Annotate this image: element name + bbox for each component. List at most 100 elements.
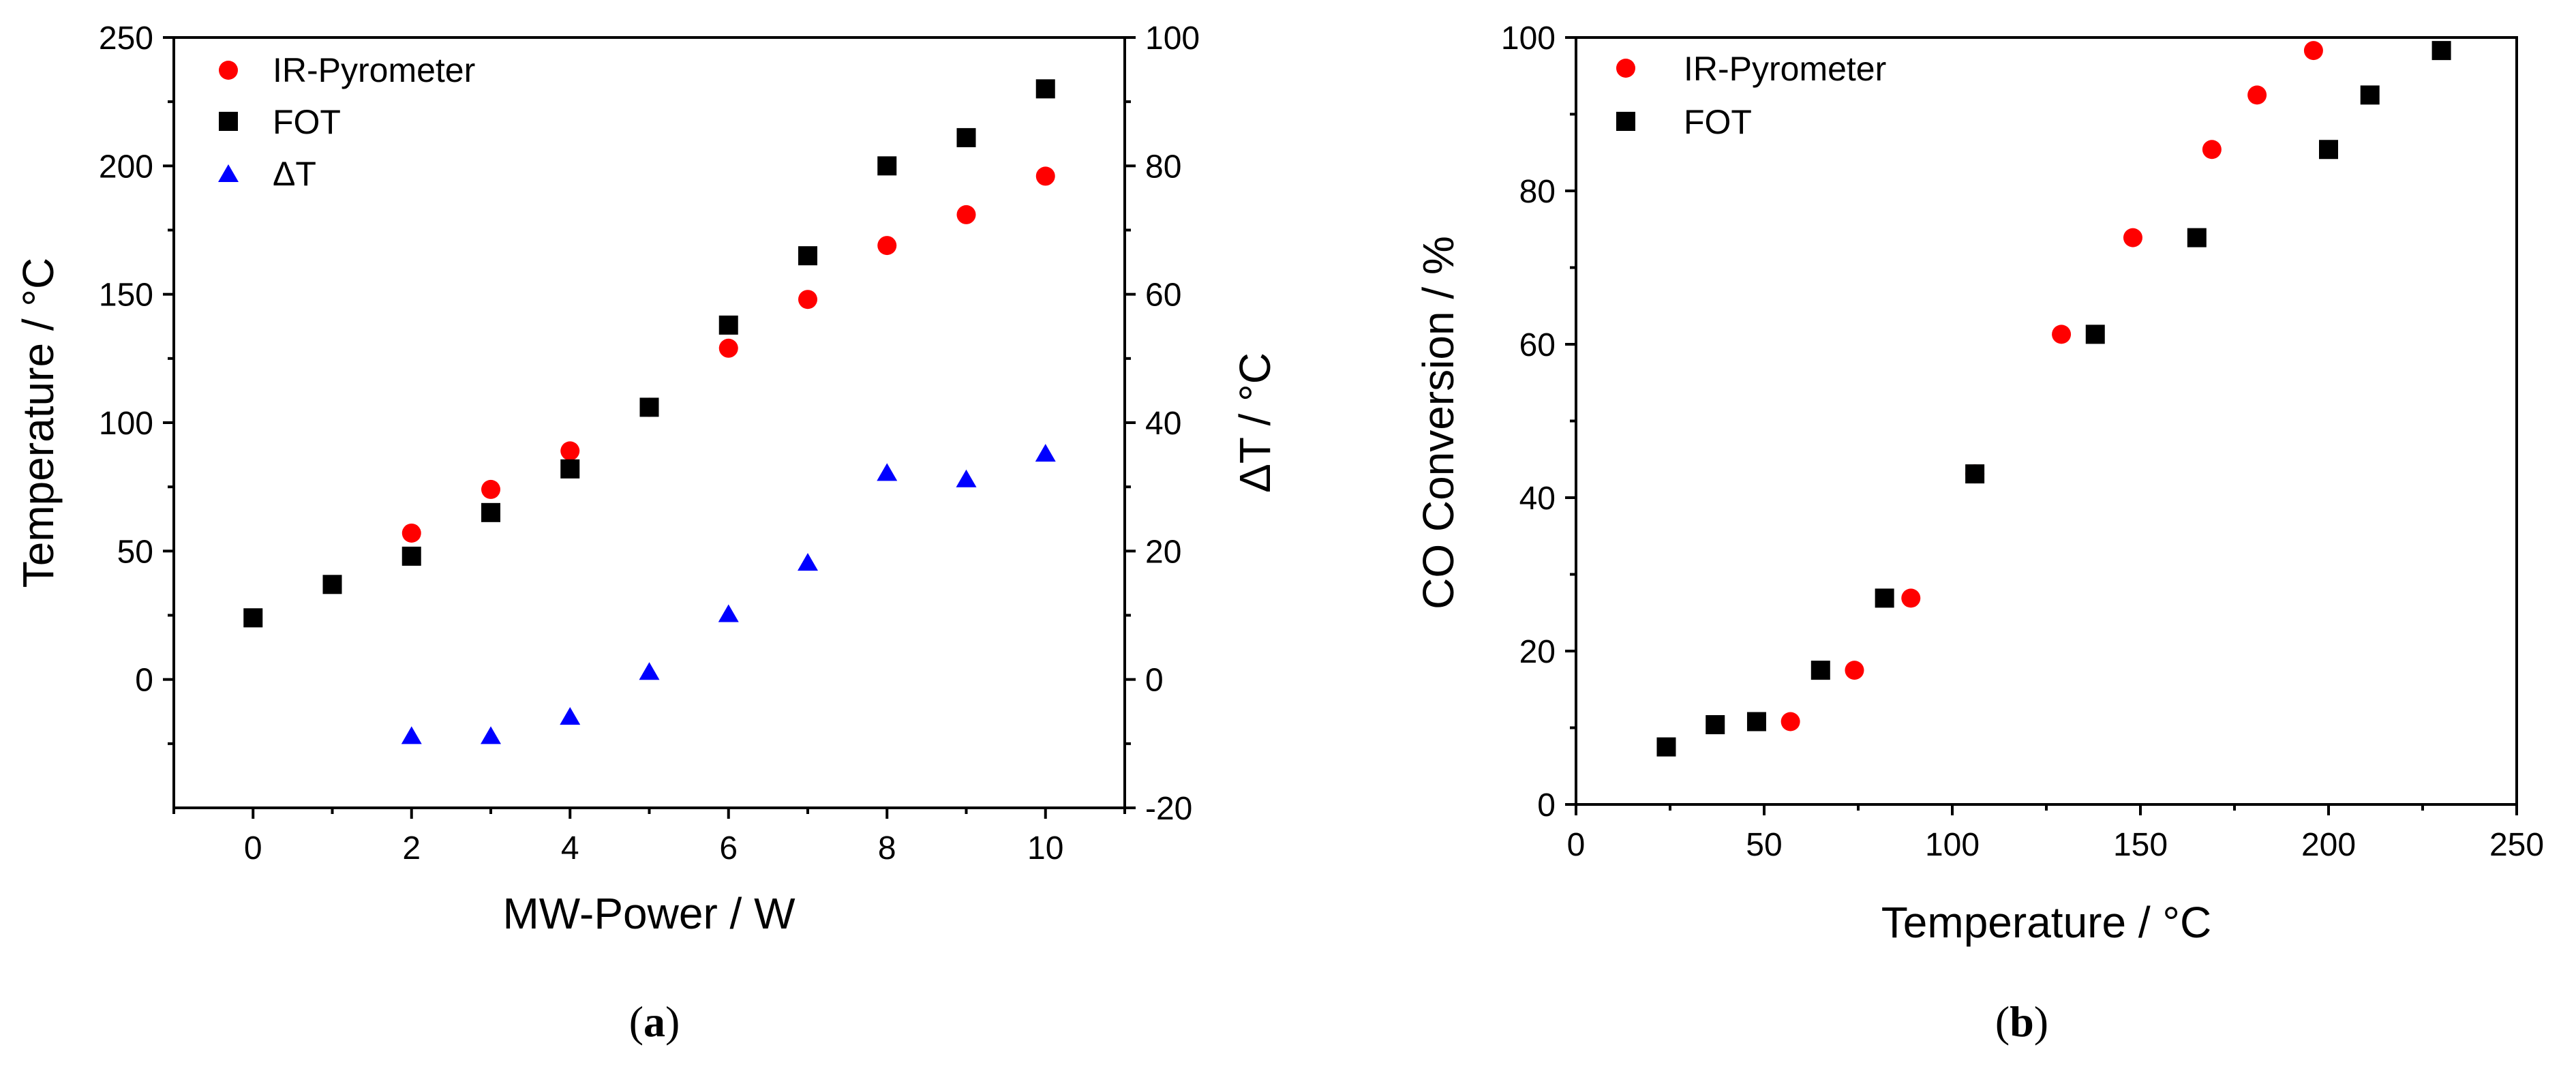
panel-a-left-axis: 0 50 100 150 200 250 [99, 20, 174, 745]
data-point [2123, 228, 2142, 247]
data-point [956, 127, 976, 147]
y-tick-label: 0 [135, 663, 153, 699]
y2-tick-label: 100 [1145, 20, 1200, 57]
y2-tick-label: 20 [1145, 534, 1181, 570]
data-point [798, 246, 817, 266]
x-tick-label: 150 [2113, 827, 2168, 863]
data-point [956, 469, 977, 487]
panel-a-y2-axis-title: ΔT / °C [1230, 352, 1279, 493]
data-point [2247, 85, 2267, 105]
panel-a-right-axis: -20 0 20 40 60 80 100 [1125, 20, 1200, 827]
data-point [1706, 715, 1725, 734]
x-tick-label: 50 [1746, 827, 1782, 863]
y2-tick-label: 60 [1145, 277, 1181, 314]
y-tick-label: 80 [1519, 174, 1556, 210]
data-point [2431, 41, 2451, 61]
data-point [1810, 661, 1830, 680]
data-point [560, 441, 580, 461]
panel-b-y-axis-title: CO Conversion / % [1414, 236, 1463, 609]
panel-b-caption: (b) [1995, 997, 2048, 1046]
y-tick-label: 100 [1501, 20, 1556, 57]
data-point [481, 502, 500, 522]
data-point [2202, 140, 2222, 160]
data-point [2360, 85, 2380, 105]
panel-b-caption-close: ) [2034, 997, 2048, 1046]
x-tick-label: 2 [402, 830, 421, 866]
x-tick-label: 6 [719, 830, 738, 866]
panel-b-plot-frame [1575, 36, 2518, 806]
data-point [798, 553, 818, 571]
data-point [401, 546, 421, 566]
y-tick-label: 0 [1537, 787, 1556, 824]
data-point [560, 707, 581, 725]
legend-ir-marker [1616, 59, 1635, 78]
data-point [1875, 588, 1894, 608]
data-point [2052, 325, 2072, 344]
y-tick-label: 60 [1519, 327, 1556, 363]
y2-tick-label: -20 [1145, 791, 1192, 827]
panel-a-legend: IR-Pyrometer FOT ΔT [218, 51, 475, 193]
data-point [401, 523, 421, 543]
legend-fot-label: FOT [1684, 103, 1752, 141]
x-tick-label: 4 [561, 830, 579, 866]
data-point [2187, 228, 2207, 247]
panel-b-caption-open: ( [1995, 997, 2010, 1046]
panel-a-caption-close: ) [665, 997, 680, 1046]
data-point [1035, 79, 1055, 99]
data-point [718, 338, 738, 358]
panel-a-data-points [243, 79, 1056, 744]
data-point [956, 205, 976, 224]
x-tick-label: 200 [2301, 827, 2356, 863]
legend-fot-label: FOT [273, 103, 341, 141]
y-tick-label: 20 [1519, 634, 1556, 670]
data-point [1781, 712, 1800, 731]
data-point [798, 290, 817, 310]
data-point [243, 608, 263, 628]
data-point [322, 575, 342, 594]
y2-tick-label: 40 [1145, 406, 1181, 442]
panel-b-legend: IR-Pyrometer FOT [1616, 50, 1886, 141]
data-point [877, 236, 897, 256]
legend-dt-label: ΔT [273, 155, 316, 193]
data-point [1035, 444, 1056, 462]
y-tick-label: 100 [99, 406, 153, 442]
data-point [560, 459, 580, 479]
data-point [639, 662, 660, 680]
y-tick-label: 250 [99, 20, 153, 57]
x-tick-label: 250 [2489, 827, 2544, 863]
data-point [401, 726, 422, 744]
panel-a-caption-letter: a [643, 997, 665, 1046]
data-point [1845, 661, 1864, 680]
data-point [1965, 464, 1985, 484]
y-tick-label: 200 [99, 149, 153, 185]
panel-a-x-axis-title: MW-Power / W [502, 889, 795, 938]
data-point [1901, 588, 1921, 608]
x-tick-label: 100 [1925, 827, 1980, 863]
legend-ir-label: IR-Pyrometer [1684, 50, 1886, 88]
panel-b-data-points [1656, 41, 2451, 757]
data-point [481, 479, 500, 499]
data-point [1035, 166, 1055, 186]
data-point [718, 315, 738, 335]
panel-b-x-axis: 0 50 100 150 200 250 [1567, 804, 2544, 863]
x-tick-label: 8 [878, 830, 896, 866]
panel-a-plot-frame [172, 36, 1126, 809]
data-point [2319, 140, 2338, 160]
data-point [877, 156, 897, 176]
legend-dt-marker [218, 164, 239, 182]
data-point [2085, 325, 2105, 344]
data-point [481, 726, 501, 744]
panel-b-caption-letter: b [2010, 997, 2034, 1046]
y-tick-label: 150 [99, 277, 153, 314]
data-point [2303, 41, 2323, 61]
legend-ir-label: IR-Pyrometer [273, 51, 475, 89]
x-tick-label: 10 [1027, 830, 1063, 866]
data-point [1656, 737, 1676, 757]
y-tick-label: 40 [1519, 481, 1556, 517]
panel-b-y-axis: 0 20 40 60 80 100 [1501, 20, 1576, 824]
data-point [1746, 712, 1766, 731]
panel-a-y-axis-title: Temperature / °C [14, 258, 63, 588]
data-point [639, 397, 659, 417]
